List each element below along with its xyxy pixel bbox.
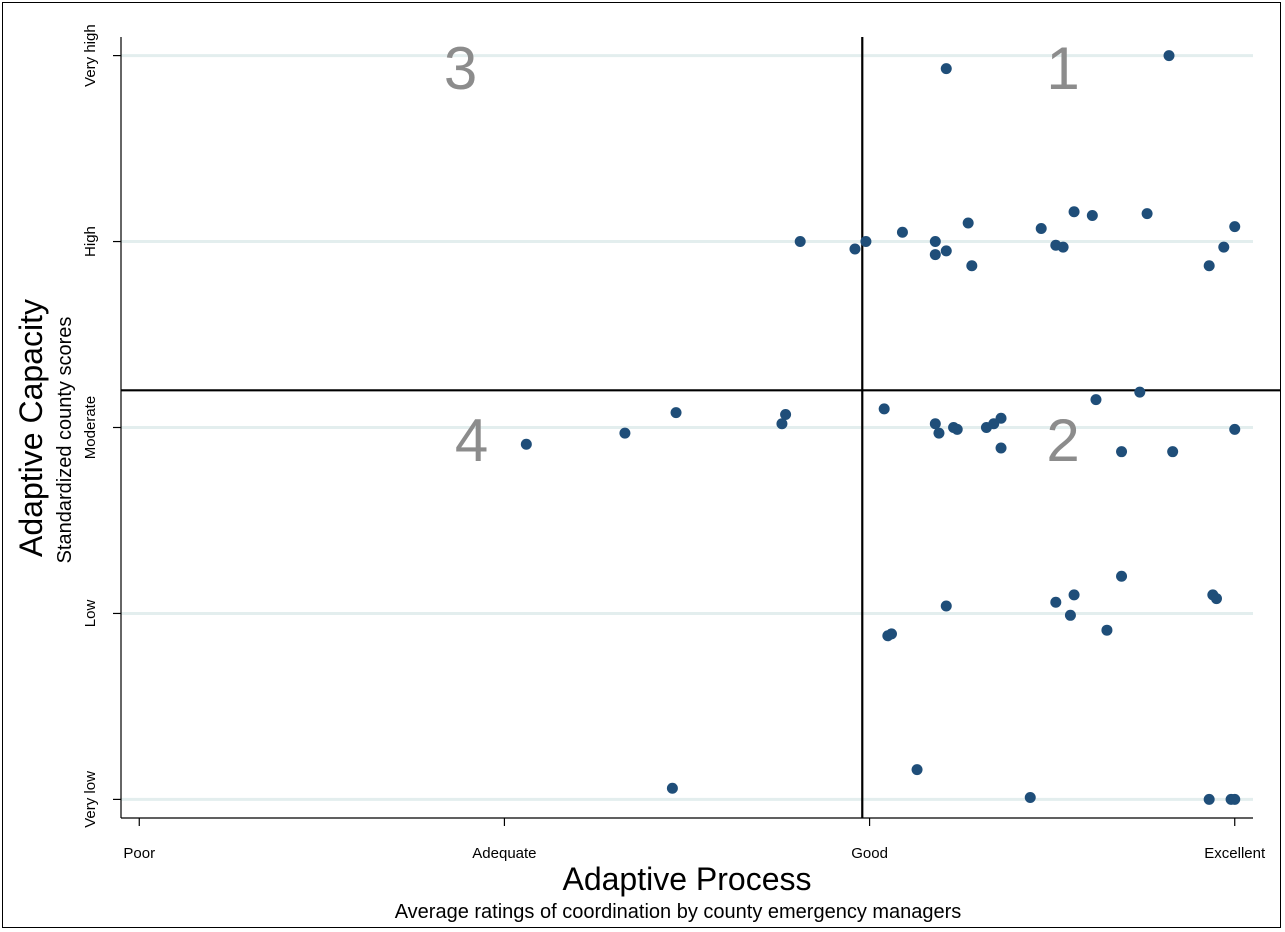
data-point-36	[1134, 386, 1146, 398]
data-point-1	[1163, 50, 1175, 62]
axes: Very low Low Moderate High Very high Poor Adeq…	[82, 24, 1266, 862]
data-point-21	[619, 427, 631, 439]
y-tick-label-3: High	[82, 226, 99, 257]
data-point-27	[933, 427, 945, 439]
x-tick-label-3: Excellent	[1204, 845, 1266, 862]
data-point-49	[666, 782, 678, 794]
quadrant-label-3: 3	[444, 35, 477, 102]
data-point-6	[929, 236, 941, 248]
data-point-8	[940, 245, 952, 257]
data-point-38	[1229, 423, 1241, 435]
data-point-13	[1057, 241, 1069, 253]
x-tick-label-2: Good	[851, 845, 888, 862]
data-point-15	[1086, 210, 1098, 222]
data-point-48	[1210, 593, 1222, 605]
data-point-7	[929, 249, 941, 261]
data-point-32	[995, 412, 1007, 424]
data-point-52	[1203, 793, 1215, 805]
data-point-0	[940, 63, 952, 75]
data-point-50	[911, 764, 923, 776]
data-point-45	[1101, 624, 1113, 636]
data-point-51	[1024, 792, 1036, 804]
data-point-4	[860, 236, 872, 248]
data-point-29	[951, 423, 963, 435]
quadrant-label-1: 1	[1046, 35, 1079, 102]
quadrant-label-2: 2	[1046, 407, 1079, 474]
y-tick-label-2: Moderate	[82, 396, 99, 459]
data-point-43	[1064, 609, 1076, 621]
data-point-2	[794, 236, 806, 248]
y-tick-label-1: Low	[82, 600, 99, 628]
y-tick-label-0: Very low	[82, 771, 99, 828]
data-point-25	[878, 403, 890, 415]
data-point-14	[1068, 206, 1080, 218]
x-tick-label-0: Poor	[123, 845, 155, 862]
data-point-40	[885, 628, 897, 640]
x-axis-title: Adaptive Process	[562, 861, 811, 897]
data-point-26	[929, 418, 941, 430]
data-point-33	[995, 442, 1007, 454]
data-point-18	[1218, 241, 1230, 253]
data-point-5	[896, 226, 908, 238]
data-points	[520, 50, 1241, 805]
y-axis-title: Adaptive Capacity	[13, 299, 49, 557]
y-tick-label-4: Very high	[82, 24, 99, 87]
data-point-20	[520, 438, 532, 450]
x-tick-label-1: Adequate	[472, 845, 536, 862]
data-point-22	[670, 407, 682, 419]
data-point-46	[1116, 570, 1128, 582]
data-point-42	[1050, 596, 1062, 608]
data-point-3	[849, 243, 861, 255]
data-point-34	[1090, 394, 1102, 406]
axis-titles: Adaptive Process Average ratings of coor…	[13, 299, 961, 923]
data-point-41	[940, 600, 952, 612]
data-point-35	[1116, 446, 1128, 458]
data-point-16	[1141, 208, 1153, 220]
data-point-37	[1167, 446, 1179, 458]
quadrant-reference-lines	[121, 37, 1281, 818]
data-point-9	[962, 217, 974, 229]
data-point-54	[1229, 793, 1241, 805]
data-point-11	[1035, 223, 1047, 235]
data-point-23	[776, 418, 788, 430]
data-point-17	[1203, 260, 1215, 272]
gridlines	[121, 54, 1253, 801]
data-point-10	[966, 260, 978, 272]
data-point-44	[1068, 589, 1080, 601]
data-point-19	[1229, 221, 1241, 233]
x-axis-subtitle: Average ratings of coordination by count…	[395, 901, 962, 923]
quadrant-label-4: 4	[455, 407, 488, 474]
y-axis-subtitle: Standardized county scores	[54, 317, 76, 564]
data-point-24	[780, 408, 792, 420]
quadrant-labels: 1 2 3 4	[444, 35, 1080, 474]
